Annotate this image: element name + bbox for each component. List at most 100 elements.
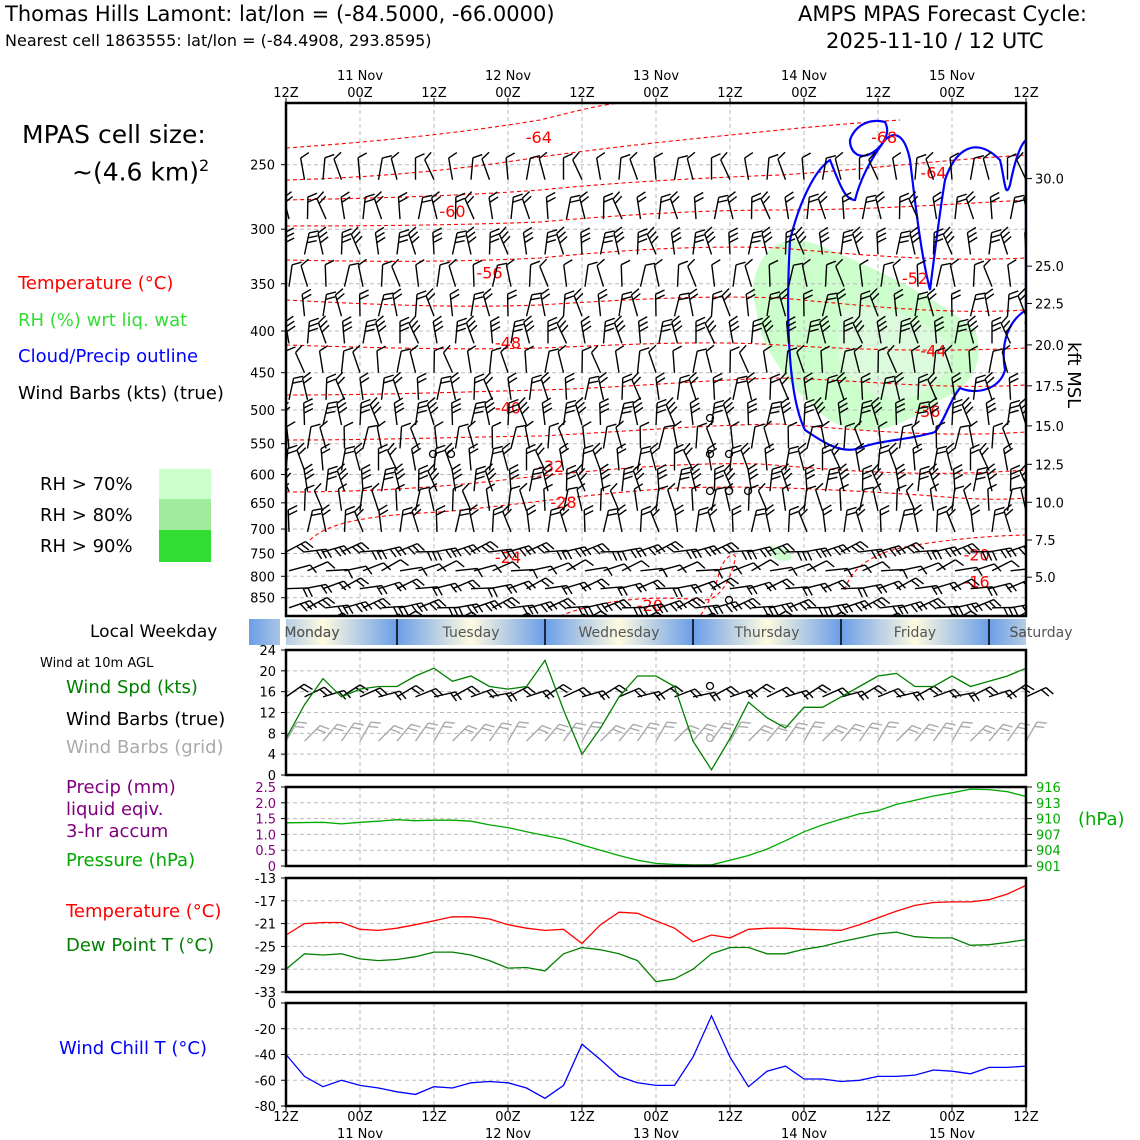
surface-wind-barb: [840, 690, 869, 701]
wind-barb-staff: [556, 323, 568, 344]
wind-barb-staff: [949, 265, 956, 287]
wind-barb-staff: [418, 563, 440, 572]
temperature-contour: [559, 554, 736, 616]
wind-barb-staff: [933, 546, 956, 553]
wind-barb-flag: [450, 548, 457, 558]
wind-barb-flag: [743, 602, 752, 610]
wind-barb-flag: [875, 191, 884, 199]
wind-barb-staff: [304, 583, 327, 590]
wind-barb-flag: [1004, 324, 1013, 333]
wind-barb-staff: [928, 403, 935, 426]
wind-barb-flag: [630, 549, 637, 559]
wind-barb-flag: [560, 324, 569, 333]
wind-barb-staff: [874, 197, 882, 220]
wind-barb-flag: [655, 294, 665, 300]
surface-wind-barb: [470, 688, 500, 699]
wind-barb-flag: [637, 196, 647, 203]
wind-barb-staff: [455, 603, 478, 609]
wind-barb-flag: [731, 505, 742, 511]
wind-barb: [399, 506, 413, 533]
wind-barb-flag: [1001, 344, 1011, 352]
calm-wind-marker: [446, 449, 456, 459]
wind-barb-flag: [577, 467, 586, 477]
wind-barb-flag: [581, 320, 591, 328]
wind-barb-flag: [288, 510, 298, 516]
wind-barb: [819, 315, 831, 344]
temperature-contour-label: -64: [526, 128, 552, 147]
wind-barb-flag: [762, 231, 772, 239]
wind-barb-flag: [295, 344, 303, 354]
wind-barb-flag: [632, 463, 642, 471]
wind-barb: [760, 191, 771, 220]
wind-barb-staff: [613, 322, 623, 344]
wind-barb-staff: [578, 197, 586, 220]
wind-barb-flag: [588, 380, 599, 384]
wind-barb-flag: [928, 602, 937, 610]
wind-barb-flag: [566, 550, 573, 560]
wind-barb-staff: [988, 351, 994, 373]
wind-barb-flag: [578, 689, 587, 697]
wind-barb-flag: [528, 580, 537, 589]
wind-barb: [616, 443, 627, 471]
wind-barb-flag: [641, 505, 652, 511]
wind-barb-flag: [473, 410, 484, 414]
wind-barb-flag: [764, 443, 775, 450]
wind-barb-staff: [544, 351, 550, 373]
wind-barb: [987, 483, 997, 511]
wind-barb-staff: [676, 469, 683, 492]
wind-barb: [507, 485, 521, 511]
wind-barb-flag: [697, 561, 706, 569]
wind-barb-staff: [714, 565, 737, 572]
wind-barb-flag: [648, 344, 657, 353]
wind-barb-flag: [986, 551, 993, 561]
wind-barb-flag: [360, 403, 371, 409]
wind-barb: [485, 483, 496, 511]
wind-barb-flag: [541, 397, 552, 404]
wind-barb: [796, 344, 805, 373]
wind-barb-flag: [967, 195, 976, 204]
weekday-block: [841, 619, 989, 645]
wind-barb-flag: [336, 292, 345, 301]
wind-barb-flag: [286, 346, 296, 352]
wind-barb: [507, 580, 537, 591]
wind-barb: [869, 288, 880, 317]
wind-barb: [547, 562, 576, 572]
wind-barb-flag: [582, 346, 592, 352]
wind-barb-staff: [524, 350, 528, 373]
wind-barb-flag: [594, 447, 603, 456]
wind-barb-flag: [472, 153, 483, 159]
wind-barb-flag: [711, 259, 721, 266]
wind-barb-staff: [674, 583, 697, 590]
wind-barb-flag: [431, 472, 440, 481]
legend-wind-barbs: Wind Barbs (kts) (true): [18, 383, 224, 404]
wind-barb-flag: [342, 321, 352, 328]
wind-barb-flag: [502, 503, 511, 513]
wind-barb-staff: [359, 377, 364, 400]
cell-size-value: ~(4.6 km)2: [72, 156, 209, 186]
bottom-hour-label: 00Z: [347, 1110, 373, 1125]
wind-barb-flag: [541, 544, 550, 552]
wind-barb-flag: [474, 291, 485, 296]
wind-barb: [872, 482, 882, 511]
wind-barb: [472, 259, 483, 287]
wind-barb-staff: [637, 690, 660, 698]
wind-barb-flag: [842, 579, 851, 588]
wind-barb-flag: [708, 582, 717, 591]
wind-barb-flag: [1005, 548, 1012, 558]
wind-barb: [375, 315, 387, 344]
wind-barb-flag: [854, 723, 865, 728]
bottom-hour-label: 12Z: [273, 1110, 299, 1125]
wind-barb: [562, 153, 573, 180]
wind-barb: [396, 348, 411, 373]
wind-barb: [1020, 482, 1026, 511]
wind-barb-flag: [535, 442, 543, 452]
top-hour-label: 12Z: [865, 86, 891, 101]
legend-rh: RH (%) wrt liq. wat: [18, 310, 188, 331]
wind-barb-flag: [857, 587, 863, 598]
wind-barb-staff: [618, 294, 624, 317]
wind-barb-flag: [338, 467, 347, 476]
wind-barb-staff: [905, 490, 916, 512]
wind-barb-flag: [707, 503, 716, 512]
pressure-tick-label: 500: [250, 404, 275, 419]
wind-barb-staff: [304, 548, 327, 553]
